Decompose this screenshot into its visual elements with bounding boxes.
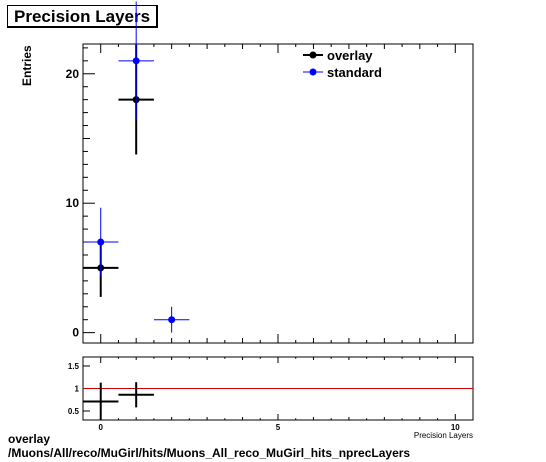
y-tick-label: 0	[72, 326, 79, 340]
caption-line-1: overlay	[8, 432, 51, 446]
main-plot-frame	[82, 43, 474, 344]
ratio-y-tick-label: 1.5	[68, 362, 80, 371]
ratio-y-tick-label: 0.5	[68, 407, 80, 416]
x-tick-label: 0	[99, 423, 104, 432]
data-point-standard	[97, 238, 105, 246]
data-point-standard	[168, 316, 176, 324]
caption-line-2: /Muons/All/reco/MuGirl/hits/Muons_All_re…	[8, 446, 411, 460]
ratio-y-tick-label: 1	[75, 385, 80, 394]
legend-label-standard: standard	[327, 65, 382, 80]
y-tick-label: 20	[66, 67, 80, 81]
y-tick-label: 10	[66, 196, 80, 210]
x-tick-label: 5	[276, 423, 281, 432]
x-axis-label: Precision Layers	[414, 431, 473, 440]
chart-title: Precision Layers	[7, 5, 158, 28]
legend-marker-overlay	[309, 51, 317, 59]
caption: overlay /Muons/All/reco/MuGirl/hits/Muon…	[8, 432, 410, 460]
x-tick-label: 10	[451, 423, 460, 432]
legend-marker-standard	[309, 68, 317, 76]
data-point-standard	[132, 57, 140, 65]
legend-label-overlay: overlay	[327, 48, 373, 63]
